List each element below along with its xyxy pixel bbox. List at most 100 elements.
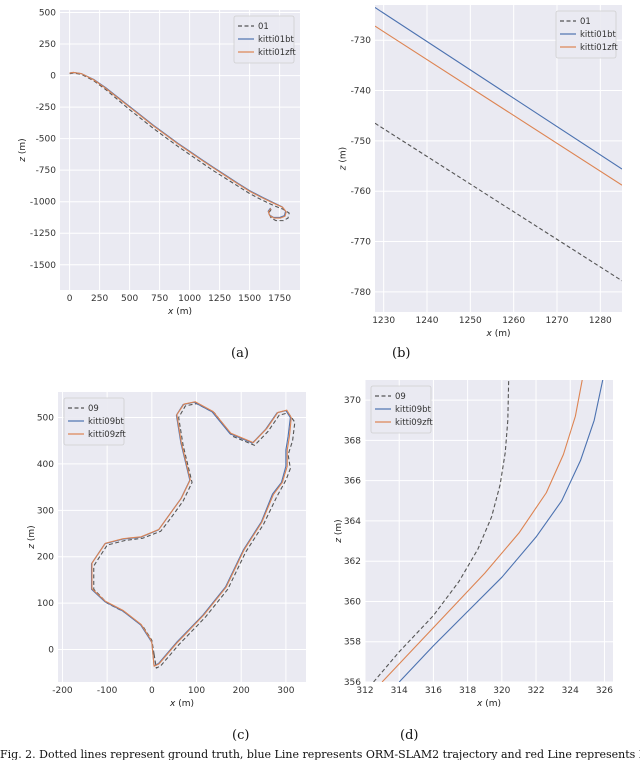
legend-label: kitti01zft <box>580 43 618 53</box>
y-tick-label: -740 <box>351 87 372 97</box>
legend-label: 01 <box>258 22 269 32</box>
panel-label-a: (a) <box>231 346 249 361</box>
x-tick-label: 324 <box>562 686 579 696</box>
y-tick-label: 300 <box>37 506 54 516</box>
x-tick-label: 1750 <box>268 294 291 304</box>
y-tick-label: -1500 <box>30 261 56 271</box>
x-tick-label: 750 <box>151 294 168 304</box>
x-tick-label: 312 <box>356 686 373 696</box>
x-tick-label: 1500 <box>238 294 261 304</box>
panel-label-d: (d) <box>400 728 419 743</box>
chart-3: -200 -100 0 100 200 300 0 100 200 300 400 500 x (m) z… <box>27 392 306 709</box>
x-tick-label: 1230 <box>372 316 395 326</box>
legend-label: kitti01bt <box>580 30 617 40</box>
legend-label: kitti09bt <box>395 405 432 415</box>
x-tick-label: -200 <box>52 686 73 696</box>
x-tick-label: 1270 <box>546 316 569 326</box>
x-tick-label: 1240 <box>416 316 439 326</box>
y-tick-label: -780 <box>351 288 372 298</box>
legend-label: kitti01bt <box>258 35 295 45</box>
x-tick-label: 250 <box>91 294 108 304</box>
x-tick-label: 314 <box>391 686 408 696</box>
y-tick-label: -500 <box>36 135 57 145</box>
panel-label-c: (c) <box>232 728 250 743</box>
x-tick-label: 300 <box>277 686 294 696</box>
y-tick-label: 364 <box>344 517 361 527</box>
x-tick-label: 1280 <box>589 316 612 326</box>
x-tick-label: 322 <box>527 686 544 696</box>
series-line-kitti01zft <box>375 25 622 186</box>
series-line-kitti09bt <box>398 380 604 682</box>
x-tick-label: 1250 <box>459 316 482 326</box>
legend-box <box>555 10 617 59</box>
x-tick-label: 0 <box>149 686 155 696</box>
legend-label: 01 <box>580 17 591 27</box>
x-axis-label: x (m) <box>486 329 511 339</box>
x-tick-label: 1000 <box>178 294 201 304</box>
y-tick-label: 360 <box>344 597 361 607</box>
y-tick-label: -1250 <box>30 229 56 239</box>
series-line-kitti09zft <box>91 401 292 667</box>
x-tick-label: 316 <box>425 686 442 696</box>
y-tick-label: 0 <box>50 72 56 82</box>
y-tick-label: 368 <box>344 436 361 446</box>
legend-label: kitti09zft <box>395 418 433 428</box>
legend-box <box>233 15 295 64</box>
x-axis-label: x (m) <box>169 699 194 709</box>
chart-2: 1230 1240 1250 1260 1270 1280 -730 -740 -750 -760… <box>338 5 622 339</box>
series-line-kitti01zft <box>69 71 287 219</box>
legend-label: 09 <box>88 404 99 414</box>
y-tick-label: 400 <box>37 460 54 470</box>
series-line-kitti09zft <box>381 380 583 682</box>
y-axis-label: z (m) <box>338 147 348 171</box>
y-axis-label: z (m) <box>18 138 28 162</box>
chart-4: 312 314 316 318 320 322 324 326 356 358 360 362 364 3… <box>334 380 613 709</box>
y-tick-label: 100 <box>37 599 54 609</box>
x-tick-label: -100 <box>97 686 118 696</box>
y-tick-label: 366 <box>344 477 361 487</box>
series-line-01 <box>69 72 290 222</box>
series-line-kitti01bt <box>375 7 622 170</box>
legend-box <box>63 397 125 446</box>
y-tick-label: -760 <box>351 187 372 197</box>
y-tick-label: -730 <box>351 36 372 46</box>
y-tick-label: 500 <box>37 414 54 424</box>
x-axis-label: x (m) <box>167 307 192 317</box>
legend-label: kitti09bt <box>88 417 125 427</box>
legend-label: 09 <box>395 392 406 402</box>
y-tick-label: 358 <box>344 638 361 648</box>
y-axis-label: z (m) <box>27 525 37 549</box>
series-line-01 <box>375 122 622 282</box>
y-tick-label: -250 <box>36 103 57 113</box>
y-axis-label: z (m) <box>334 519 344 543</box>
panel-label-b: (b) <box>392 346 411 361</box>
y-tick-label: 200 <box>37 553 54 563</box>
y-tick-label: 500 <box>39 9 56 19</box>
legend-label: kitti09zft <box>88 430 126 440</box>
y-tick-label: -750 <box>36 166 57 176</box>
x-tick-label: 200 <box>233 686 250 696</box>
x-tick-label: 1260 <box>502 316 525 326</box>
y-tick-label: -1000 <box>30 198 56 208</box>
x-tick-label: 100 <box>188 686 205 696</box>
y-tick-label: 0 <box>48 646 54 656</box>
x-tick-label: 500 <box>121 294 138 304</box>
x-tick-label: 326 <box>596 686 613 696</box>
x-axis-label: x (m) <box>476 699 501 709</box>
legend-label: kitti01zft <box>258 48 296 58</box>
x-tick-label: 0 <box>67 294 73 304</box>
x-tick-label: 1250 <box>208 294 231 304</box>
y-tick-label: 370 <box>344 396 361 406</box>
x-tick-label: 320 <box>493 686 510 696</box>
legend-box <box>370 385 432 434</box>
y-tick-label: -770 <box>351 238 372 248</box>
y-tick-label: 362 <box>344 557 361 567</box>
chart-1: 0 250 500 750 1000 1250 1500 1750 500 250 0 -250 -50… <box>18 9 300 317</box>
x-tick-label: 318 <box>459 686 476 696</box>
series-line-09 <box>373 380 510 682</box>
y-tick-label: 356 <box>344 678 361 688</box>
y-tick-label: 250 <box>39 40 56 50</box>
y-tick-label: -750 <box>351 137 372 147</box>
figure-caption: Fig. 2. Dotted lines represent ground tr… <box>0 748 640 760</box>
